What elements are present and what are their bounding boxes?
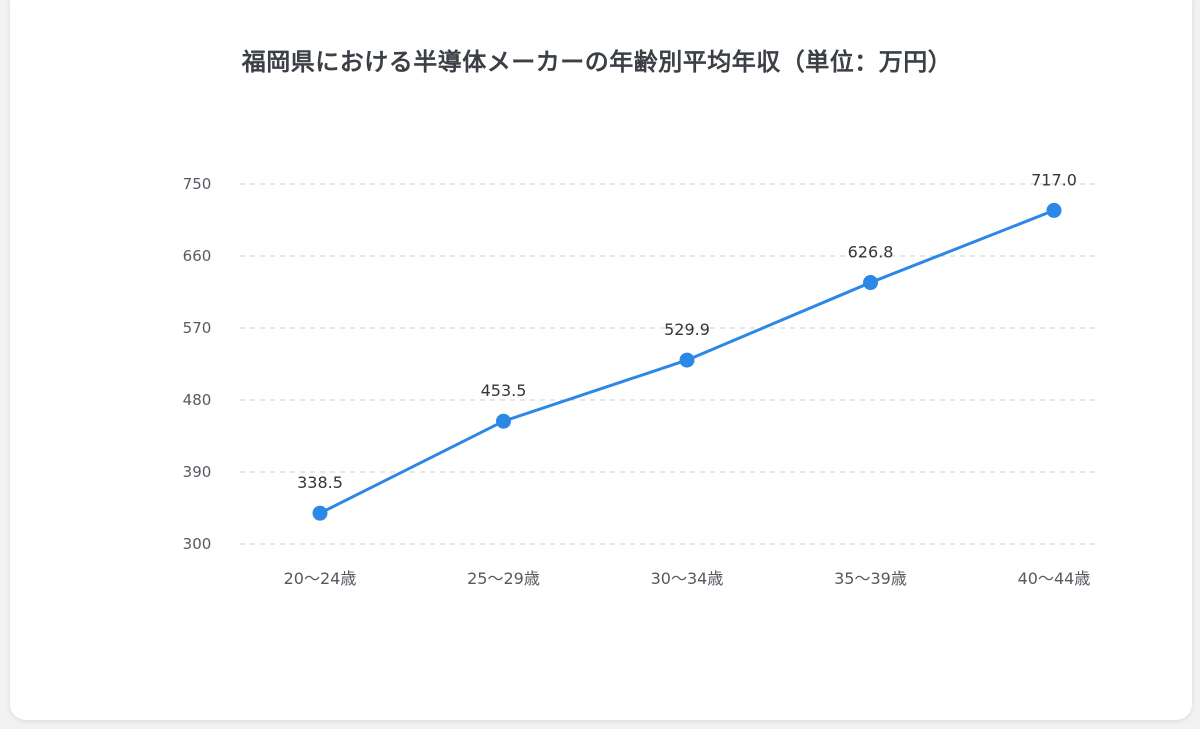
- data-label: 626.8: [848, 243, 894, 262]
- data-label: 529.9: [664, 320, 710, 339]
- x-tick-label: 30〜34歳: [651, 569, 724, 588]
- data-point[interactable]: [496, 413, 511, 429]
- x-tick-label: 35〜39歳: [834, 569, 907, 588]
- x-tick-label: 40〜44歳: [1018, 569, 1091, 588]
- y-axis-ticks: 300 390 480 570 660 750: [183, 175, 212, 553]
- x-tick-label: 20〜24歳: [284, 569, 357, 588]
- y-tick-label: 660: [183, 247, 212, 265]
- data-point[interactable]: [1046, 202, 1062, 218]
- y-tick-label: 750: [183, 175, 212, 193]
- chart-title: 福岡県における半導体メーカーの年齢別平均年収（単位：万円）: [241, 48, 953, 76]
- y-tick-label: 570: [183, 319, 212, 337]
- chart-card: [10, 0, 1192, 720]
- y-tick-label: 390: [183, 463, 212, 481]
- data-point[interactable]: [863, 275, 878, 291]
- y-tick-label: 300: [183, 535, 212, 553]
- data-label: 453.5: [481, 381, 527, 400]
- y-tick-label: 480: [183, 391, 212, 409]
- grid-lines: [240, 183, 1100, 545]
- x-axis-ticks: 20〜24歳 25〜29歳 30〜34歳 35〜39歳 40〜44歳: [284, 569, 1091, 588]
- x-tick-label: 25〜29歳: [467, 569, 540, 588]
- data-label: 717.0: [1031, 170, 1077, 189]
- series-layer: 338.5 453.5 529.9 626.8 717.0: [297, 170, 1077, 521]
- data-point[interactable]: [312, 505, 328, 521]
- data-point[interactable]: [679, 352, 695, 368]
- data-label: 338.5: [297, 473, 343, 492]
